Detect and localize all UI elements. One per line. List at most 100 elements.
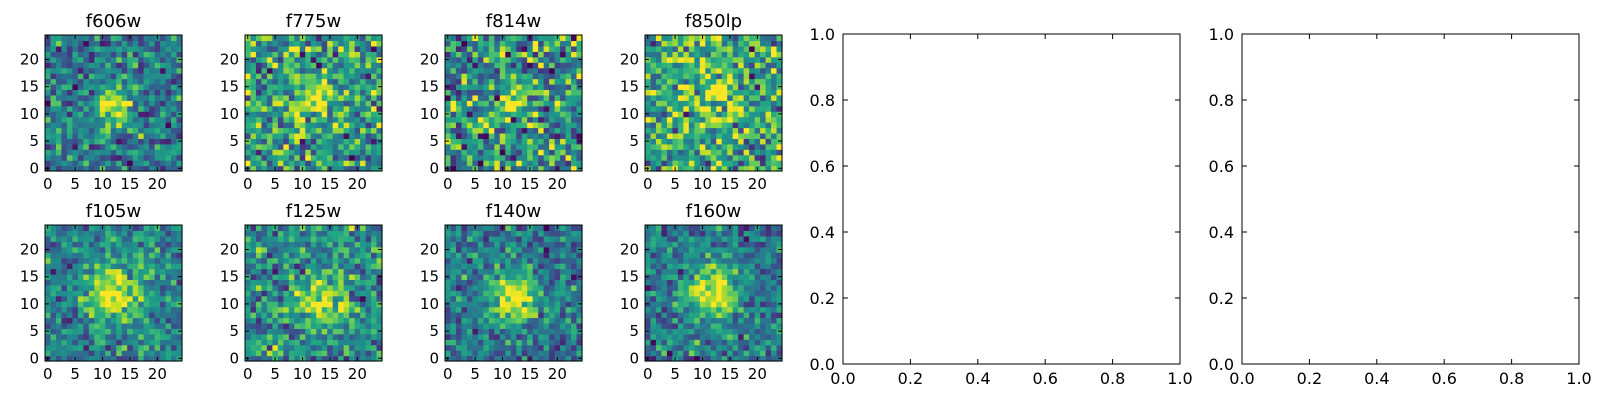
pixel-cell (477, 301, 484, 308)
pixel-cell (371, 73, 378, 80)
pixel-cell (132, 40, 139, 47)
pixel-cell (99, 284, 106, 291)
pixel-cell (255, 268, 263, 275)
pixel-cell (477, 312, 484, 319)
pixel-cell (371, 355, 378, 362)
pixel-cell (565, 94, 572, 101)
pixel-cell (255, 301, 263, 308)
pixel-cell (143, 312, 150, 319)
pixel-cell (549, 111, 556, 118)
pixel-cell (754, 40, 761, 47)
pixel-cell (710, 160, 717, 167)
pixel-cell (710, 67, 717, 74)
pixel-cell (483, 127, 490, 134)
pixel-cell (445, 67, 452, 74)
pixel-cell (543, 45, 550, 52)
pixel-cell (316, 165, 323, 172)
pixel-cell (666, 339, 673, 346)
pixel-cell (371, 317, 378, 324)
pixel-cell (694, 295, 701, 302)
pixel-cell (138, 122, 145, 129)
pixel-cell (565, 83, 572, 90)
pixel-cell (466, 62, 473, 69)
pixel-cell (688, 35, 695, 42)
pixel-cell (66, 273, 73, 280)
pixel-cell (450, 306, 457, 313)
pixel-cell (121, 257, 128, 264)
pixel-cell (160, 301, 167, 308)
pixel-cell (532, 322, 539, 329)
pixel-cell (672, 67, 679, 74)
pixel-cell (677, 312, 684, 319)
pixel-cell (527, 45, 534, 52)
pixel-cell (765, 116, 772, 123)
pixel-cell (532, 301, 539, 308)
pixel-cell (61, 51, 68, 58)
pixel-cell (261, 328, 268, 335)
pixel-cell (727, 105, 734, 112)
pixel-cell (261, 51, 268, 58)
pixel-cell (488, 284, 495, 291)
pixel-cell (527, 160, 534, 167)
pixel-cell (450, 252, 457, 259)
pixel-cell (149, 301, 156, 308)
pixel-cell (705, 290, 712, 297)
pixel-cell (77, 257, 84, 264)
pixel-cell (50, 344, 57, 351)
pixel-cell (688, 94, 695, 101)
pixel-cell (332, 235, 339, 242)
pixel-cell (666, 312, 673, 319)
pixel-cell (455, 160, 463, 167)
pixel-cell (83, 290, 90, 297)
pixel-cell (510, 62, 517, 69)
pixel-cell (376, 241, 383, 248)
pixel-cell (571, 160, 578, 167)
pixel-cell (477, 73, 484, 80)
pixel-cell (261, 122, 268, 129)
pixel-cell (316, 143, 323, 150)
pixel-cell (94, 290, 101, 297)
pixel-cell (110, 83, 117, 90)
pixel-cell (472, 284, 479, 291)
pixel-cell (61, 83, 68, 90)
pixel-cell (371, 339, 378, 346)
pixel-cell (445, 284, 452, 291)
pixel-cell (83, 35, 90, 42)
x-tick-label: 0 (43, 365, 53, 383)
pixel-cell (655, 78, 663, 85)
pixel-cell (771, 284, 778, 291)
pixel-cell (571, 344, 578, 351)
pixel-cell (505, 301, 512, 308)
pixel-cell (321, 268, 328, 275)
pixel-cell (371, 257, 378, 264)
pixel-cell (83, 350, 90, 357)
pixel-cell (483, 51, 490, 58)
pixel-cell (110, 127, 117, 134)
pixel-cell (365, 45, 372, 52)
pixel-cell (538, 333, 545, 340)
pixel-cell (283, 246, 290, 253)
pixel-cell (77, 154, 84, 161)
pixel-cell (127, 295, 134, 302)
pixel-cell (299, 89, 306, 96)
pixel-cell (661, 40, 668, 47)
pixel-cell (250, 328, 257, 335)
pixel-cell (165, 78, 172, 85)
pixel-cell (650, 116, 657, 123)
pixel-cell (571, 67, 578, 74)
pixel-cell (532, 40, 539, 47)
pixel-cell (283, 355, 290, 362)
pixel-cell (77, 100, 84, 107)
pixel-cell (316, 252, 323, 259)
pixel-cell (505, 263, 512, 270)
pixel-cell (549, 116, 556, 123)
pixel-cell (88, 301, 95, 308)
pixel-cell (55, 252, 63, 259)
pixel-cell (532, 279, 539, 286)
pixel-cell (283, 322, 290, 329)
pixel-cell (549, 301, 556, 308)
pixel-cell (277, 45, 284, 52)
pixel-cell (160, 51, 167, 58)
pixel-cell (771, 339, 778, 346)
pixel-cell (538, 235, 545, 242)
